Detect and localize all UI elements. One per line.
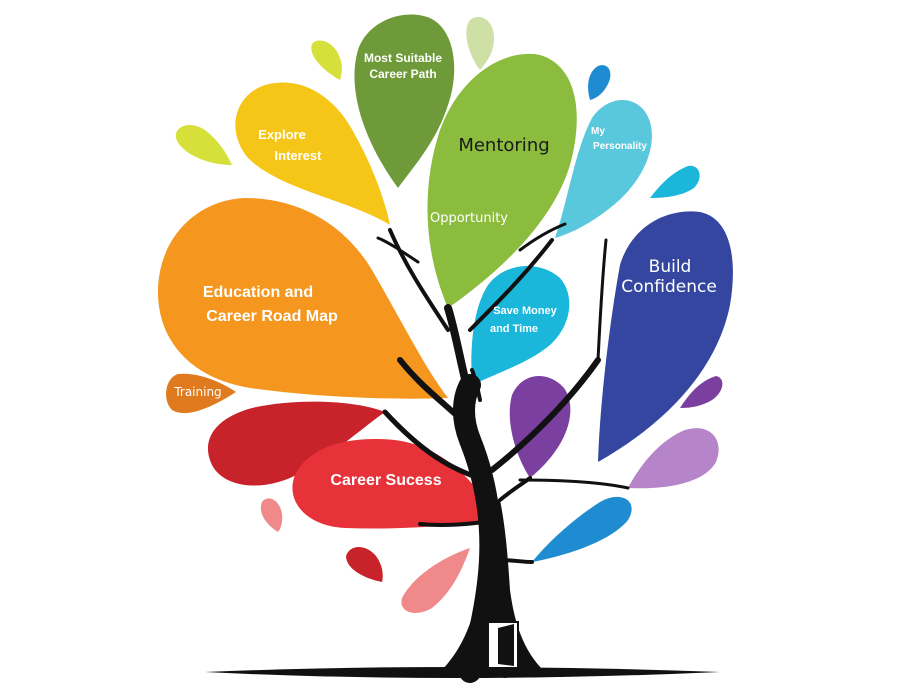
- leaf-small-cyan-right: [650, 165, 700, 198]
- leaf-build-confidence: [598, 211, 733, 462]
- label-explore-line2: Interest: [275, 148, 323, 163]
- leaf-small-pale-green: [466, 16, 494, 70]
- leaf-education-road-map: [158, 198, 448, 399]
- label-mentoring: Mentoring: [458, 135, 549, 156]
- label-save-money-line1: Save Money: [493, 305, 557, 317]
- label-confidence-line1: Build: [649, 257, 692, 277]
- door-icon: [487, 621, 519, 669]
- label-personality-line1: My: [591, 126, 605, 137]
- leaf-explore-interest: [235, 82, 390, 225]
- trunk-body: [440, 500, 545, 672]
- label-most-suitable-line2: Career Path: [369, 67, 436, 81]
- label-save-money-line2: and Time: [490, 323, 538, 335]
- leaf-small-dark-red-bottom: [346, 547, 383, 582]
- leaf-dark-red-upper: [207, 401, 385, 486]
- leaf-small-blue-top: [588, 65, 611, 100]
- label-education-line2: Career Road Map: [206, 308, 338, 325]
- leaf-most-suitable-career-path: [354, 14, 455, 188]
- leaf-blue-bottom: [532, 496, 632, 562]
- label-education-line1: Education and: [203, 284, 313, 301]
- label-most-suitable-line1: Most Suitable: [364, 51, 442, 65]
- leaf-mentoring: [427, 53, 577, 309]
- leaf-save-money-time: [471, 265, 570, 385]
- label-confidence-line2: Confidence: [621, 277, 717, 297]
- leaf-training: [166, 373, 236, 414]
- label-opportunity: Opportunity: [430, 211, 508, 226]
- leaf-small-lime-left: [175, 124, 232, 165]
- label-training: Training: [173, 385, 221, 399]
- leaf-small-pink-left: [260, 498, 283, 532]
- leaf-my-personality: [555, 100, 652, 238]
- label-explore-line1: Explore: [258, 127, 306, 142]
- label-personality-line2: Personality: [593, 141, 647, 152]
- leaf-small-lime-top: [311, 40, 342, 80]
- leaf-small-purple-right: [680, 376, 723, 408]
- leaf-lavender: [628, 428, 719, 489]
- label-career-success: Career Sucess: [330, 472, 441, 489]
- leaf-pink-bottom: [401, 548, 470, 613]
